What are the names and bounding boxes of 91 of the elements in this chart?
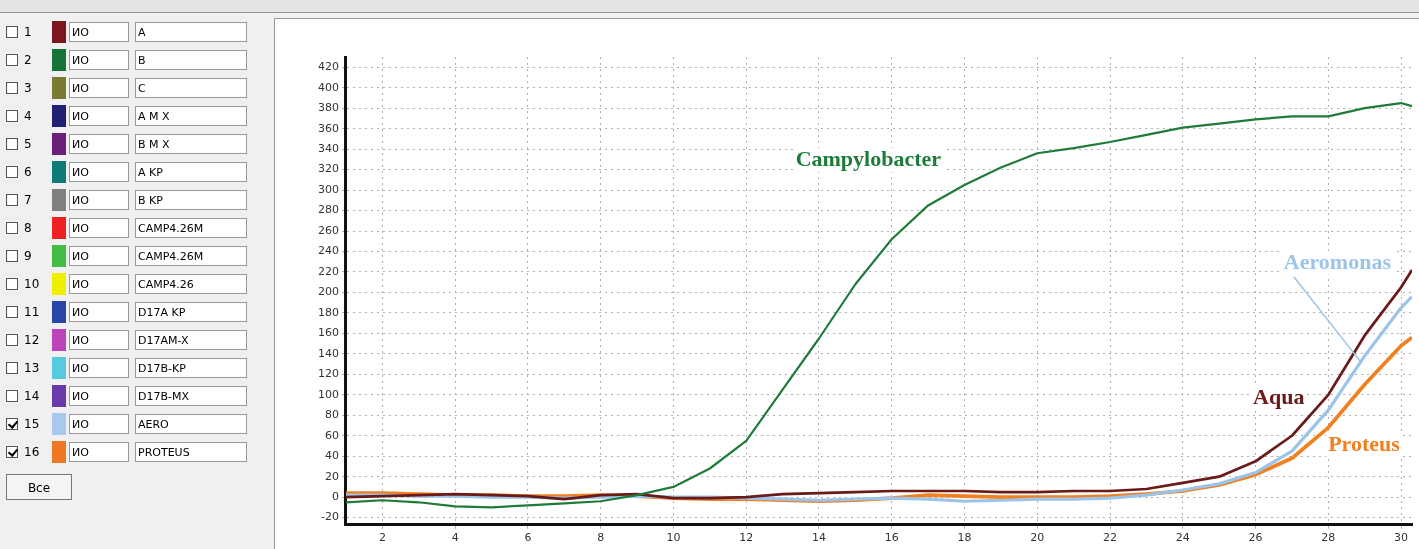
text: ИО: [69, 50, 129, 70]
text: D17B-KP: [135, 358, 247, 378]
x-tick-label: 28: [1321, 531, 1336, 545]
x-tick-label: 10: [666, 531, 681, 545]
text: 2: [24, 53, 33, 67]
text: ИО: [69, 22, 129, 42]
text: 13: [24, 361, 41, 375]
y-tick-label: 380: [318, 101, 339, 115]
text: B KP: [135, 190, 247, 210]
text: Все: [6, 474, 72, 500]
series-label: Campylobacter: [795, 145, 942, 171]
text: 16: [24, 445, 41, 459]
x-tick-label: 4: [451, 531, 459, 545]
text: 7: [24, 193, 33, 207]
text: CAMP4.26M: [135, 246, 247, 266]
text: C: [135, 78, 247, 98]
y-tick-label: 220: [318, 264, 339, 278]
text: A M X: [135, 106, 247, 126]
text: 15: [24, 417, 41, 431]
text: A KP: [135, 162, 247, 182]
text: CAMP4.26: [135, 274, 247, 294]
text: 3: [24, 81, 33, 95]
x-tick-label: 26: [1248, 531, 1263, 545]
text: D17AM-X: [135, 330, 247, 350]
text: ИО: [69, 106, 129, 126]
text: 4: [24, 109, 33, 123]
text: ИО: [69, 302, 129, 322]
text: ИО: [69, 78, 129, 98]
text: 6: [24, 165, 33, 179]
y-tick-label: 60: [325, 428, 339, 442]
x-tick-label: 16: [884, 531, 899, 545]
y-tick-label: 180: [318, 305, 339, 319]
text: B M X: [135, 134, 247, 154]
y-tick-label: 360: [318, 121, 339, 135]
y-tick-label: 260: [318, 223, 339, 237]
y-tick-label: 240: [318, 244, 339, 258]
x-tick-label: 30: [1394, 531, 1409, 545]
text: ИО: [69, 162, 129, 182]
series-label: Aeromonas: [1283, 248, 1392, 274]
text: 14: [24, 389, 41, 403]
text: 9: [24, 249, 33, 263]
y-tick-label: 420: [318, 60, 339, 74]
y-tick-label: 0: [332, 490, 339, 504]
text: D17A KP: [135, 302, 247, 322]
text: ИО: [69, 190, 129, 210]
y-tick-label: 140: [318, 346, 339, 360]
y-tick-label: 300: [318, 182, 339, 196]
x-tick-label: 8: [597, 531, 605, 545]
text: B: [135, 50, 247, 70]
y-tick-label: 160: [318, 326, 339, 340]
y-tick-label: 200: [318, 285, 339, 299]
x-tick-label: 6: [524, 531, 532, 545]
y-tick-label: 80: [325, 408, 339, 422]
text: 5: [24, 137, 33, 151]
x-tick-label: 20: [1030, 531, 1045, 545]
y-tick-label: 100: [318, 387, 339, 401]
text: ИО: [69, 134, 129, 154]
text: PROTEUS: [135, 442, 247, 462]
text: 8: [24, 221, 33, 235]
text: ИО: [69, 414, 129, 434]
y-tick-label: 280: [318, 203, 339, 217]
y-tick-label: 20: [325, 469, 339, 483]
y-tick-label: 320: [318, 162, 339, 176]
y-tick-label: 40: [325, 449, 339, 463]
text: 10: [24, 277, 41, 291]
text: ИО: [69, 330, 129, 350]
text: ИО: [69, 218, 129, 238]
y-tick-label: -20: [321, 510, 339, 524]
series-label: Proteus: [1328, 430, 1401, 456]
text: D17B-MX: [135, 386, 247, 406]
x-tick-label: 18: [957, 531, 972, 545]
text: ИО: [69, 246, 129, 266]
text: 12: [24, 333, 41, 347]
x-tick-label: 14: [811, 531, 826, 545]
text: ИО: [69, 358, 129, 378]
series-label: Aqua: [1253, 384, 1305, 410]
y-tick-label: 120: [318, 367, 339, 381]
text: CAMP4.26M: [135, 218, 247, 238]
x-tick-label: 2: [378, 531, 386, 545]
y-tick-label: 340: [318, 141, 339, 155]
text: ИО: [69, 442, 129, 462]
text: A: [135, 22, 247, 42]
text: 11: [24, 305, 41, 319]
text: ИО: [69, 274, 129, 294]
x-tick-label: 12: [739, 531, 754, 545]
x-tick-label: 22: [1103, 531, 1118, 545]
text: 1: [24, 25, 33, 39]
text: AERO: [135, 414, 247, 434]
y-tick-label: 400: [318, 80, 339, 94]
text: ИО: [69, 386, 129, 406]
x-tick-label: 24: [1175, 531, 1190, 545]
